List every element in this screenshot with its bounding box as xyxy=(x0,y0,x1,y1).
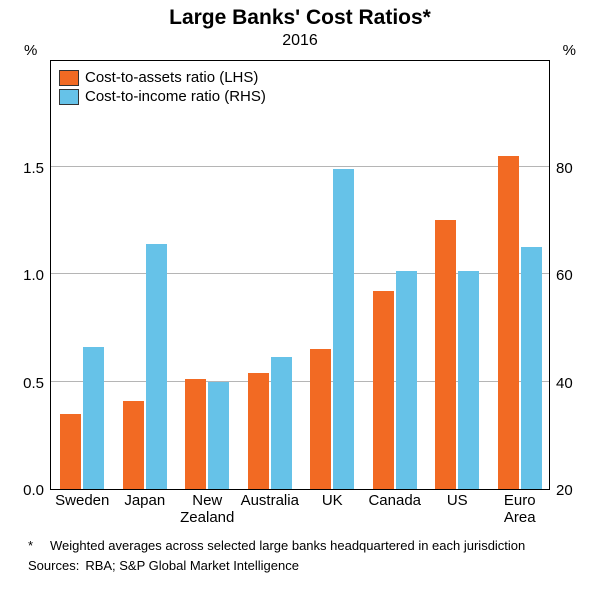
legend-label: Cost-to-income ratio (RHS) xyxy=(85,88,266,105)
bar-cost-to-income xyxy=(333,169,354,489)
x-axis-label: Australia xyxy=(239,489,302,510)
footnote-text: Weighted averages across selected large … xyxy=(50,538,525,554)
bar-cost-to-assets xyxy=(60,414,81,489)
bar-cost-to-assets xyxy=(435,220,456,489)
sources-row: Sources: RBA; S&P Global Market Intellig… xyxy=(28,558,580,574)
chart-subtitle: 2016 xyxy=(0,30,600,50)
left-axis-tick-label: 0.0 xyxy=(4,482,44,499)
bar-cost-to-assets xyxy=(498,156,519,489)
right-axis-tick-label: 60 xyxy=(556,267,573,284)
left-axis-tick-label: 0.5 xyxy=(4,375,44,392)
legend-swatch-blue xyxy=(59,89,79,105)
plot-area: % % Cost-to-assets ratio (LHS) Cost-to-i… xyxy=(50,60,550,490)
left-axis-tick-label: 1.5 xyxy=(4,160,44,177)
footnotes: * Weighted averages across selected larg… xyxy=(28,538,580,579)
x-axis-label: NewZealand xyxy=(176,489,239,526)
x-axis-label: Canada xyxy=(364,489,427,510)
chart-title: Large Banks' Cost Ratios* xyxy=(0,0,600,30)
bar-cost-to-assets xyxy=(373,291,394,489)
legend-item: Cost-to-income ratio (RHS) xyxy=(59,88,266,105)
chart-container: Large Banks' Cost Ratios* 2016 % % Cost-… xyxy=(0,0,600,605)
legend-swatch-orange xyxy=(59,70,79,86)
bar-cost-to-assets xyxy=(123,401,144,489)
bar-cost-to-income xyxy=(396,271,417,489)
sources-label: Sources: xyxy=(28,558,79,574)
bar-cost-to-income xyxy=(146,244,167,489)
bar-cost-to-income xyxy=(458,271,479,489)
sources-text: RBA; S&P Global Market Intelligence xyxy=(85,558,299,574)
footnote-row: * Weighted averages across selected larg… xyxy=(28,538,580,554)
legend: Cost-to-assets ratio (LHS) Cost-to-incom… xyxy=(59,69,266,107)
x-axis-label: US xyxy=(426,489,489,510)
bar-cost-to-income xyxy=(83,347,104,489)
right-axis-unit: % xyxy=(563,42,576,59)
left-axis-unit: % xyxy=(24,42,37,59)
grid-line xyxy=(51,166,549,167)
right-axis-tick-label: 20 xyxy=(556,482,573,499)
x-axis-label: Sweden xyxy=(51,489,114,510)
legend-item: Cost-to-assets ratio (LHS) xyxy=(59,69,266,86)
bar-cost-to-income xyxy=(208,382,229,490)
x-axis-label: EuroArea xyxy=(489,489,552,526)
bar-cost-to-income xyxy=(271,357,292,489)
bar-cost-to-income xyxy=(521,247,542,489)
bar-cost-to-assets xyxy=(310,349,331,489)
plot-box: Cost-to-assets ratio (LHS) Cost-to-incom… xyxy=(50,60,550,490)
left-axis-tick-label: 1.0 xyxy=(4,267,44,284)
right-axis-tick-label: 40 xyxy=(556,375,573,392)
x-axis-label: UK xyxy=(301,489,364,510)
footnote-marker: * xyxy=(28,538,38,554)
right-axis-tick-label: 80 xyxy=(556,160,573,177)
bar-cost-to-assets xyxy=(248,373,269,489)
x-axis-label: Japan xyxy=(114,489,177,510)
bar-cost-to-assets xyxy=(185,379,206,489)
legend-label: Cost-to-assets ratio (LHS) xyxy=(85,69,258,86)
